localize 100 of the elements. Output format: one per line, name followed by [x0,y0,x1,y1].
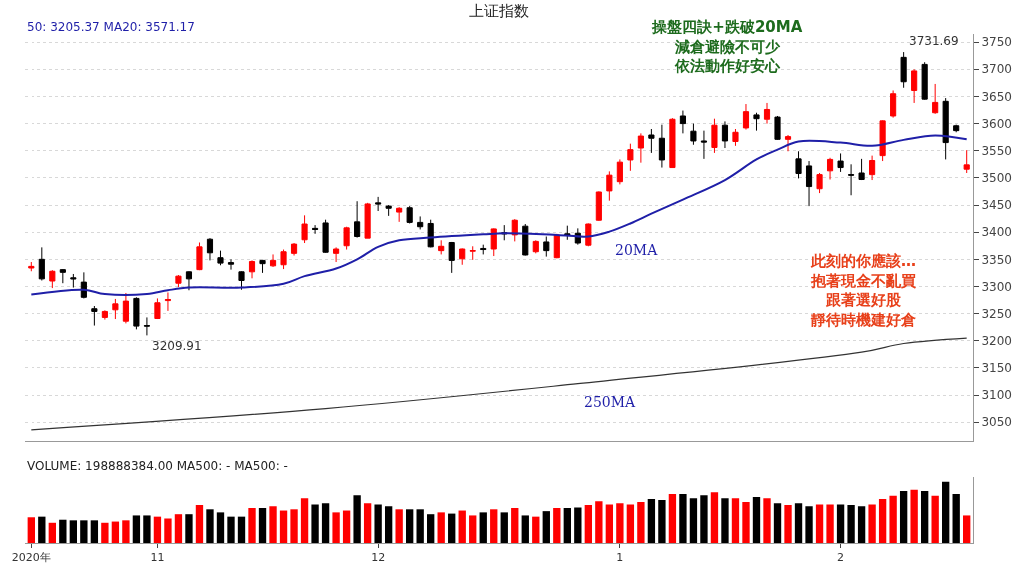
bar [910,489,918,543]
candlestick [879,119,886,162]
bar [542,511,550,543]
bar [700,495,708,543]
candlestick [805,160,813,207]
bar [616,503,624,543]
candlestick [816,172,823,194]
series-label: 20MA [615,242,659,258]
candlestick [427,219,434,248]
bar [300,498,309,543]
candlestick [490,227,497,257]
candlestick [932,83,939,115]
candlestick [122,292,129,324]
bar [143,515,151,543]
candlestick [774,115,781,141]
bar [374,504,382,543]
series-label: 250MA [584,394,637,410]
candlestick [133,296,140,330]
candlestick [721,120,729,149]
candlestick [459,247,466,266]
candlestick [248,259,256,279]
bar [195,505,204,543]
bar [710,492,719,543]
y-tick-label: 3400 [981,225,1012,240]
candlestick [343,226,350,251]
candlestick [911,68,918,104]
bar [48,522,56,543]
candlestick [406,205,413,224]
bar [216,512,225,543]
bar [332,512,340,543]
bar [805,506,813,543]
x-tick-label: 2 [837,551,845,565]
candlestick [690,123,697,146]
bar [416,509,424,543]
candlestick [711,118,718,154]
bar [931,495,939,543]
bar [237,516,246,543]
candlestick [606,170,613,202]
candlestick [185,270,193,291]
y-tick-label: 3550 [981,143,1012,158]
y-tick-label: 3650 [981,89,1012,104]
bar [521,515,529,543]
bar [889,495,897,543]
x-tick-label: 11 [150,551,165,565]
candlestick [227,258,235,271]
candlestick [154,297,161,320]
bar [563,508,571,543]
bar [469,515,477,543]
bar [679,493,687,543]
candlestick [396,206,403,223]
bar [784,505,792,543]
bar [500,512,508,543]
bar [405,509,414,543]
candlestick [679,110,686,134]
bar [584,505,593,543]
candlestick [532,239,539,254]
bar [626,504,635,543]
bar [763,498,771,543]
candlestick [795,150,802,179]
candlestick [175,274,182,288]
candlestick [837,152,844,173]
annotation: 減倉避險不可少 [673,37,781,56]
candlestick [921,61,928,101]
bar [132,515,141,543]
candlestick [522,223,529,257]
candlestick [206,237,214,261]
bar [90,520,99,543]
bar [353,495,361,543]
bar [279,510,288,543]
bar [668,493,677,543]
bar [857,506,866,543]
annotation: 此刻的你應該… [810,252,916,270]
candlestick [742,103,750,131]
candlestick [869,155,876,181]
bar [258,508,267,543]
bar [605,504,614,543]
bar [773,503,782,543]
bar [248,508,256,543]
candlestick [595,190,602,222]
candlestick [438,239,445,255]
y-tick-label: 3300 [981,279,1012,294]
bar [794,503,803,543]
candlestick [143,316,150,336]
candlestick [616,158,623,185]
bar [395,509,403,543]
bar [920,490,929,543]
candlestick [564,225,571,241]
candlestick [753,112,760,132]
y-tick-label: 3100 [981,388,1012,403]
bar [532,516,540,543]
y-tick-label: 3050 [981,415,1012,430]
candlestick [627,143,634,172]
candlestick [732,128,739,147]
bar [836,504,845,543]
bar [815,504,824,543]
bar [479,512,487,543]
candlestick [763,102,771,125]
bar [321,503,330,543]
candlestick [70,273,77,289]
annotation: 依法動作好安心 [673,57,781,75]
